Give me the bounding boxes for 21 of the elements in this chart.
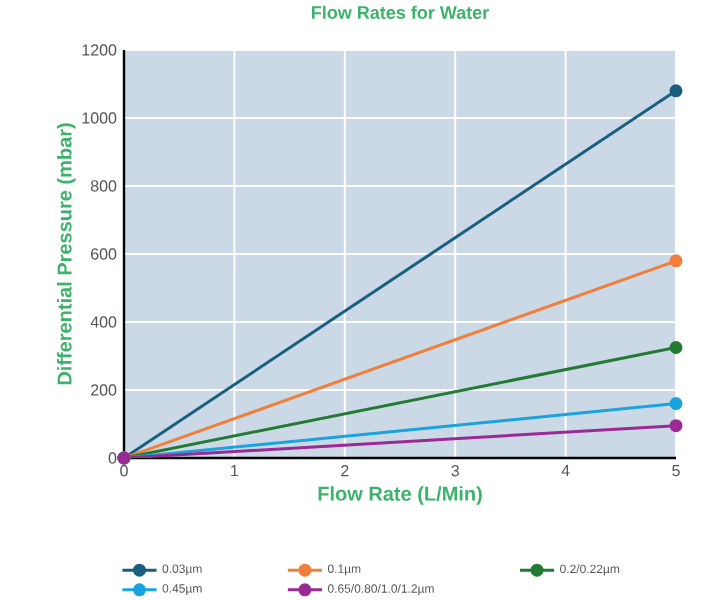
point [669, 341, 683, 354]
x-axis-title: Flow Rate (L/Min) [318, 486, 482, 505]
y-tick-label: 1000 [82, 112, 117, 124]
y-tick-label: 1200 [82, 44, 117, 56]
point [669, 254, 683, 268]
x-tick-label: 2 [341, 465, 349, 477]
y-axis-title: Differential Pressure (mbar) [56, 123, 76, 385]
x-tick-label: 4 [561, 465, 570, 477]
chart-title: Flow Rates for Water [312, 5, 489, 19]
point [669, 419, 683, 433]
y-tick-label: 0 [108, 452, 117, 464]
x-tick-label: 1 [231, 465, 239, 477]
point [669, 84, 683, 98]
y-tick-label: 200 [91, 384, 117, 396]
y-tick-label: 600 [91, 248, 117, 260]
y-tick-label: 400 [90, 316, 117, 328]
x-tick-label: 3 [451, 465, 459, 477]
point [669, 397, 683, 411]
y-tick-label: 800 [90, 180, 117, 192]
x-tick-label: 0 [120, 465, 128, 477]
x-tick-label: 5 [672, 465, 680, 477]
